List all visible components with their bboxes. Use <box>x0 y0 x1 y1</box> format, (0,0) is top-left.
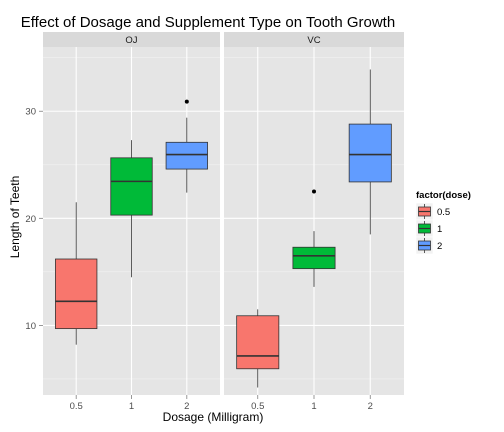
legend-label: 1 <box>437 224 442 235</box>
x-axis-title: Dosage (Milligram) <box>163 410 264 424</box>
y-tick-label: 10 <box>25 321 36 332</box>
facet-strip-label: OJ <box>125 35 137 46</box>
facet-strip <box>224 32 404 47</box>
x-tick-label: 2 <box>368 401 373 412</box>
box-body <box>292 246 336 270</box>
box-oj-dose-0.5 <box>55 202 98 345</box>
y-axis: 10 20 30 <box>25 107 43 332</box>
legend: factor(dose) 0.5 1 2 <box>415 190 471 255</box>
y-tick-label: 20 <box>25 214 36 225</box>
box-body <box>236 315 280 370</box>
box-body <box>110 157 153 216</box>
box-vc-dose-0.5 <box>236 309 280 388</box>
box-body <box>165 141 208 170</box>
legend-key-0.5: 0.5 <box>415 202 450 221</box>
box-vc-dose-1 <box>292 189 336 287</box>
panel-vc: VC 0.5 1 2 <box>224 32 404 412</box>
outlier-point <box>184 99 189 104</box>
chart-title: Effect of Dosage and Supplement Type on … <box>21 14 395 31</box>
panel-oj: OJ 0.5 1 2 <box>43 32 220 412</box>
legend-key-1: 1 <box>415 219 442 238</box>
legend-title: factor(dose) <box>416 190 471 201</box>
x-tick-label: 2 <box>184 401 189 412</box>
box-oj-dose-2 <box>165 99 208 193</box>
x-tick-label: 1 <box>129 401 134 412</box>
outlier-point <box>312 189 316 194</box>
facet-strip-label: VC <box>307 35 320 46</box>
legend-label: 0.5 <box>437 207 450 218</box>
y-tick-label: 30 <box>25 107 36 118</box>
facet-panels: OJ 0.5 1 2 VC 0.5 1 2 10 20 30 <box>25 32 404 412</box>
legend-label: 2 <box>437 241 442 252</box>
x-tick-label: 0.5 <box>251 401 264 412</box>
y-axis-title: Length of Teeth <box>8 176 22 259</box>
legend-key-2: 2 <box>415 236 442 255</box>
x-tick-label: 0.5 <box>70 401 83 412</box>
box-oj-dose-1 <box>110 140 153 278</box>
box-vc-dose-2 <box>348 69 392 235</box>
box-body <box>55 258 98 330</box>
facet-strip <box>43 32 220 47</box>
x-tick-label: 1 <box>311 401 316 412</box>
box-body <box>348 123 392 183</box>
